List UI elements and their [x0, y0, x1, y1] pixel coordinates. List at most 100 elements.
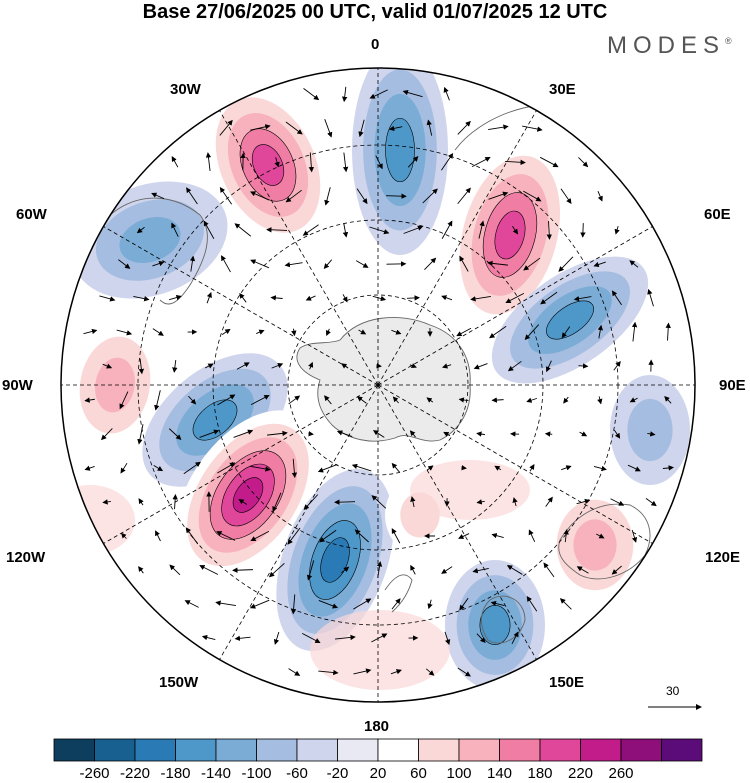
- wind-arrow: [426, 397, 434, 403]
- colorbar-tick-label: -60: [286, 765, 308, 782]
- lon-label-120w: 120W: [6, 549, 46, 566]
- wind-arrow: [120, 462, 128, 474]
- colorbar-tick-label: -180: [160, 765, 191, 782]
- wind-arrow: [597, 191, 603, 202]
- wind-arrow: [138, 566, 144, 574]
- wind-arrow: [358, 119, 365, 138]
- wind-arrow: [386, 193, 407, 199]
- wind-arrow: [425, 668, 435, 676]
- wind-arrow: [336, 430, 353, 437]
- wind-arrow: [203, 220, 215, 239]
- wind-arrow: [239, 292, 247, 303]
- wind-arrow: [84, 397, 95, 403]
- wind-arrow: [545, 496, 553, 507]
- wind-arrow: [494, 465, 502, 471]
- lon-label-60w: 60W: [16, 206, 47, 223]
- wind-arrow: [597, 324, 604, 339]
- wind-arrow: [356, 188, 368, 205]
- wind-arrow: [488, 124, 509, 131]
- wind-arrow: [526, 397, 538, 403]
- latitude-circle: [287, 294, 469, 476]
- reference-vector-label: 30: [666, 684, 680, 698]
- wind-arrow: [250, 465, 271, 472]
- wind-arrow: [631, 529, 638, 543]
- wind-arrow: [596, 533, 605, 539]
- wind-arrow: [199, 565, 219, 575]
- wind-arrow: [171, 156, 179, 168]
- colorbar-swatch: [499, 738, 541, 762]
- lon-label-150e: 150E: [549, 674, 585, 691]
- wind-arrow: [558, 256, 574, 272]
- colorbar-swatch: [620, 738, 662, 762]
- anomaly-low: [352, 68, 448, 255]
- wind-arrow: [273, 631, 280, 645]
- colorbar-swatch: [94, 738, 136, 762]
- wind-arrow: [441, 566, 453, 574]
- wind-arrow: [647, 288, 654, 307]
- wind-arrow: [287, 527, 301, 545]
- wind-arrow: [593, 261, 606, 268]
- wind-arrow: [391, 598, 401, 610]
- wind-arrow: [217, 394, 236, 406]
- anomaly-contour: [119, 216, 181, 264]
- wind-arrow: [458, 397, 469, 403]
- wind-arrow: [153, 465, 164, 472]
- wind-arrow: [476, 633, 486, 643]
- wind-arrow: [317, 463, 338, 473]
- wind-arrow: [138, 358, 145, 375]
- wind-arrow: [580, 223, 586, 238]
- wind-arrow: [611, 565, 622, 575]
- wind-arrow: [116, 329, 133, 336]
- anomaly-contour: [320, 537, 350, 583]
- anomaly-contour: [385, 117, 415, 183]
- wind-arrow: [523, 190, 542, 202]
- wind-arrow: [308, 431, 314, 437]
- wind-arrow: [183, 461, 201, 475]
- wind-arrow: [457, 120, 471, 135]
- wind-arrow: [342, 152, 349, 173]
- wind-arrow: [356, 396, 367, 404]
- new-zealand-coast: [384, 574, 413, 613]
- colorbar-swatch: [134, 738, 176, 762]
- wind-arrow: [611, 290, 622, 306]
- wind-arrow: [444, 631, 451, 646]
- anomaly-contour: [546, 300, 594, 340]
- wind-arrow: [303, 88, 320, 101]
- map-border: [60, 67, 696, 703]
- colorbar-swatch: [418, 738, 460, 762]
- colorbar-swatch: [215, 738, 257, 762]
- wind-arrow: [285, 189, 302, 203]
- wind-arrow: [662, 465, 674, 471]
- wind-arrow: [540, 291, 558, 305]
- meridian: [377, 110, 537, 386]
- wind-arrow: [216, 531, 236, 541]
- wind-arrow: [285, 121, 303, 135]
- wind-arrow: [353, 668, 372, 675]
- wind-arrow: [138, 498, 144, 506]
- wind-arrow: [410, 496, 416, 508]
- wind-arrow: [334, 499, 356, 505]
- wind-arrow: [597, 396, 603, 405]
- wind-arrow: [102, 363, 113, 369]
- wind-arrow: [358, 329, 367, 335]
- wind-arrow: [120, 532, 127, 539]
- colorbar-tick-label: 140: [486, 765, 513, 782]
- colorbar-swatch: [337, 738, 379, 762]
- wind-arrow: [563, 396, 569, 404]
- anomaly-low: [276, 468, 394, 652]
- wind-arrow: [576, 566, 589, 574]
- lon-label-120e: 120E: [705, 549, 741, 566]
- wind-arrow: [578, 363, 589, 369]
- wind-arrow: [613, 361, 621, 371]
- colorbar: [53, 738, 703, 762]
- wind-arrow: [101, 428, 113, 441]
- wind-arrow: [234, 223, 252, 237]
- wind-arrow: [409, 430, 416, 438]
- wind-arrow: [504, 159, 526, 166]
- wind-arrow: [560, 188, 572, 204]
- wind-arrow: [234, 635, 251, 642]
- wind-arrow: [512, 497, 518, 507]
- anomaly-low: [610, 375, 690, 485]
- wind-arrow: [443, 86, 450, 101]
- weak-anomaly: [310, 610, 450, 690]
